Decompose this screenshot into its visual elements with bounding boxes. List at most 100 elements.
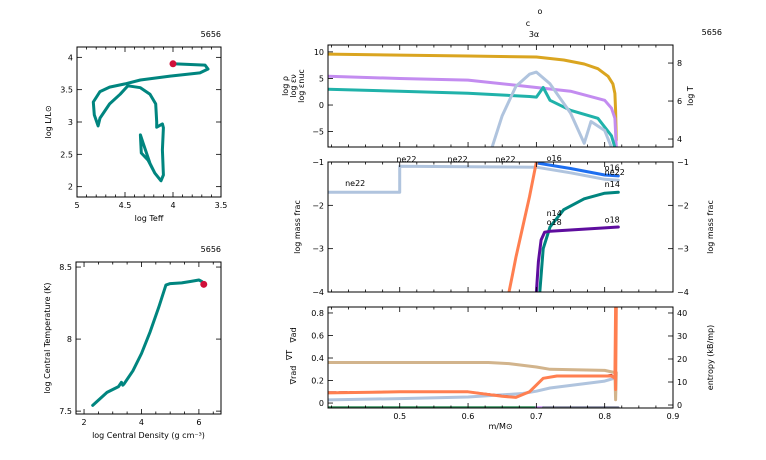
y-tick-label: −3 bbox=[312, 245, 324, 254]
plot-frame bbox=[75, 261, 222, 415]
y-tick-label: 2 bbox=[68, 183, 73, 192]
series-line--ad bbox=[328, 361, 618, 402]
panel-central: 2 4 6 7.5 8 8.5 5656 log Central Density (g cm⁻… bbox=[43, 245, 222, 440]
y2-tick-label: 4 bbox=[677, 135, 682, 144]
plot-frame bbox=[327, 161, 674, 293]
x-axis-label: log Central Density (g cm⁻³) bbox=[92, 431, 205, 440]
series-line-o16 bbox=[534, 162, 620, 178]
y2-axis-label: entropy (kB/mp) bbox=[706, 325, 715, 390]
y-tick-label: 3.5 bbox=[60, 86, 73, 95]
series-line-unlabeled-2 bbox=[507, 162, 538, 292]
series-label: ne22 bbox=[605, 168, 625, 177]
series-line-log-T bbox=[328, 52, 618, 142]
x-axis-label: log Teff bbox=[135, 214, 164, 223]
y-axis-label: log εν bbox=[289, 74, 298, 98]
current-model-marker bbox=[169, 60, 177, 68]
series-line-log- bbox=[328, 74, 618, 147]
model-number: 5656 bbox=[702, 28, 722, 37]
series-line-unlabeled-0 bbox=[91, 278, 204, 407]
panel-profile-top: −5 0 5 10 4 6 8 5656 log T log ρ log εν log εnuc oc 3… bbox=[281, 7, 722, 148]
y-axis-label: ∇rad bbox=[289, 366, 298, 386]
y-tick-label: −1 bbox=[312, 158, 324, 167]
y2-tick-label: 0 bbox=[677, 401, 682, 410]
series-label: ne22 bbox=[345, 179, 365, 188]
series-line--rad bbox=[328, 307, 618, 399]
y-tick-label: 2.5 bbox=[60, 150, 73, 159]
plot-frame bbox=[327, 44, 674, 148]
y-tick-label: −2 bbox=[312, 201, 324, 210]
x-tick-label: 4 bbox=[170, 201, 175, 210]
y2-axis-label: log T bbox=[686, 86, 695, 106]
x-tick-label: 2 bbox=[81, 418, 86, 427]
series-label: n14 bbox=[605, 180, 620, 189]
x-tick-label: 0.7 bbox=[530, 412, 543, 421]
y2-axis-label: log mass frac bbox=[706, 200, 715, 254]
y2-tick-label: 30 bbox=[677, 332, 687, 341]
burning-region-marker: c bbox=[526, 19, 530, 28]
series-line-n14 bbox=[538, 190, 620, 292]
x-tick-label: 3.5 bbox=[215, 201, 228, 210]
y-tick-label: −4 bbox=[312, 288, 324, 297]
series-line-log-nuc bbox=[490, 70, 613, 147]
series-label: n14 bbox=[547, 209, 562, 218]
panel-profile-bottom: 0.5 0.6 0.7 0.8 0.9 0 0.2 0.4 0.6 0.8 0 10 20 30 40 m/M… bbox=[285, 306, 715, 431]
y-tick-label: 0.4 bbox=[311, 354, 324, 363]
y-axis-label: ∇T bbox=[285, 350, 294, 361]
y-tick-label: −5 bbox=[312, 128, 324, 137]
y-axis-label: log ρ bbox=[281, 76, 290, 96]
y-axis-label: log Central Temperature (K) bbox=[43, 282, 52, 393]
y2-tick-label: −2 bbox=[677, 201, 689, 210]
y2-tick-label: 10 bbox=[677, 378, 687, 387]
y-tick-label: 0.8 bbox=[311, 309, 324, 318]
y-tick-label: 0.6 bbox=[311, 331, 324, 340]
x-tick-label: 6 bbox=[196, 418, 201, 427]
y2-tick-label: 20 bbox=[677, 355, 687, 364]
series-line-entropy bbox=[328, 376, 617, 402]
y-tick-label: 4 bbox=[68, 53, 73, 62]
x-axis-label: m/M⊙ bbox=[488, 422, 512, 431]
y2-tick-label: 8 bbox=[677, 59, 682, 68]
burning-region-marker: 3α bbox=[529, 30, 539, 39]
series-label: o16 bbox=[605, 164, 620, 173]
y-tick-label: 8.5 bbox=[59, 263, 72, 272]
series-label: ne22 bbox=[448, 155, 468, 164]
x-tick-label: 0.8 bbox=[598, 412, 611, 421]
series-line-unlabeled-0 bbox=[91, 62, 210, 183]
y2-tick-label: −1 bbox=[677, 158, 689, 167]
x-tick-label: 5 bbox=[74, 201, 79, 210]
series-line-ne22 bbox=[328, 164, 620, 194]
series-label: ne22 bbox=[495, 155, 515, 164]
y-tick-label: 0.2 bbox=[311, 377, 324, 386]
plot-frame bbox=[327, 306, 674, 409]
y2-tick-label: 6 bbox=[677, 97, 682, 106]
x-tick-label: 4 bbox=[139, 418, 144, 427]
x-tick-label: 0.9 bbox=[667, 412, 680, 421]
current-model-marker bbox=[200, 280, 208, 288]
y-axis-label: log L/L⊙ bbox=[44, 105, 53, 138]
y-axis-label: log εnuc bbox=[297, 69, 306, 103]
burning-region-marker: o bbox=[538, 7, 543, 16]
y-tick-label: 5 bbox=[319, 74, 324, 83]
y-axis-label: ∇ad bbox=[289, 327, 298, 343]
model-number: 5656 bbox=[201, 30, 221, 39]
y-tick-label: 8 bbox=[67, 335, 72, 344]
y-tick-label: 7.5 bbox=[59, 407, 72, 416]
series-line-o18 bbox=[534, 225, 620, 292]
y2-tick-label: 40 bbox=[677, 309, 687, 318]
panel-hr: 5 4.5 4 3.5 2 2.5 3 3.5 4 5656 log Teff log L/L⊙ bbox=[44, 30, 227, 223]
y2-tick-label: −3 bbox=[677, 245, 689, 254]
series-label: o18 bbox=[605, 216, 620, 225]
series-label: o16 bbox=[547, 154, 562, 163]
model-number: 5656 bbox=[201, 245, 221, 254]
x-tick-label: 0.6 bbox=[462, 412, 475, 421]
series-label: o18 bbox=[547, 218, 562, 227]
y-tick-label: 10 bbox=[314, 48, 324, 57]
x-tick-label: 4.5 bbox=[119, 201, 132, 210]
x-tick-label: 0.5 bbox=[393, 412, 406, 421]
y-tick-label: 0 bbox=[319, 399, 324, 408]
y2-tick-label: −4 bbox=[677, 288, 689, 297]
y-axis-label: log mass frac bbox=[293, 200, 302, 254]
series-line-log- bbox=[328, 86, 617, 147]
